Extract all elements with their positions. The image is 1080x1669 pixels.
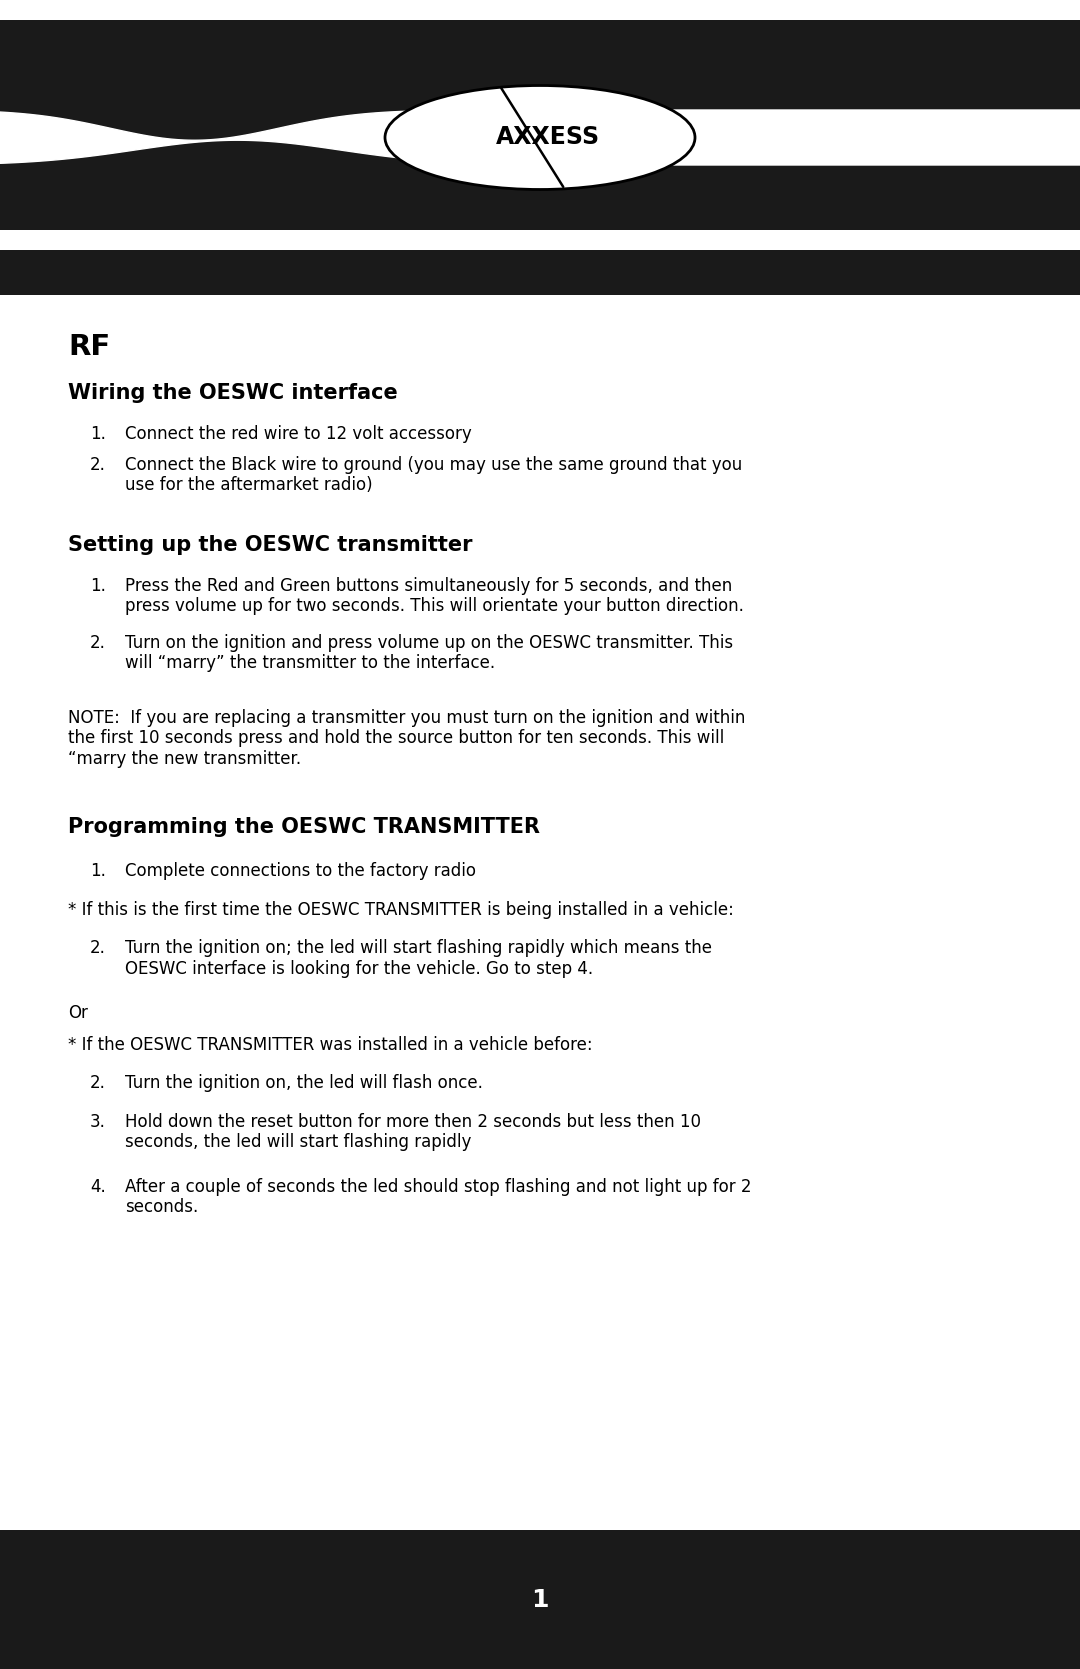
- Text: Or: Or: [68, 1005, 87, 1021]
- Text: Turn the ignition on, the led will flash once.: Turn the ignition on, the led will flash…: [125, 1073, 483, 1092]
- Text: 2.: 2.: [90, 634, 106, 651]
- Bar: [0, 20, 1080, 110]
- Text: 3.: 3.: [90, 1113, 106, 1130]
- Text: Connect the red wire to 12 volt accessory: Connect the red wire to 12 volt accessor…: [125, 426, 472, 442]
- Text: Complete connections to the factory radio: Complete connections to the factory radi…: [125, 861, 476, 880]
- Text: 4.: 4.: [90, 1178, 106, 1195]
- Text: NOTE:  If you are replacing a transmitter you must turn on the ignition and with: NOTE: If you are replacing a transmitter…: [68, 709, 745, 768]
- Text: Press the Red and Green buttons simultaneously for 5 seconds, and then
press vol: Press the Red and Green buttons simultan…: [125, 576, 744, 616]
- Ellipse shape: [384, 85, 696, 190]
- Text: 1.: 1.: [90, 576, 106, 594]
- Text: 2.: 2.: [90, 940, 106, 956]
- Text: 1: 1: [531, 1587, 549, 1612]
- Text: 1.: 1.: [90, 426, 106, 442]
- Bar: [0, 165, 1080, 230]
- Text: Turn on the ignition and press volume up on the OESWC transmitter. This
will “ma: Turn on the ignition and press volume up…: [125, 634, 733, 673]
- Bar: [0, 250, 1080, 295]
- Text: After a couple of seconds the led should stop flashing and not light up for 2
se: After a couple of seconds the led should…: [125, 1178, 752, 1217]
- Text: Hold down the reset button for more then 2 seconds but less then 10
seconds, the: Hold down the reset button for more then…: [125, 1113, 701, 1152]
- Text: Programming the OESWC TRANSMITTER: Programming the OESWC TRANSMITTER: [68, 818, 540, 836]
- Text: Turn the ignition on; the led will start flashing rapidly which means the
OESWC : Turn the ignition on; the led will start…: [125, 940, 712, 978]
- Text: Connect the Black wire to ground (you may use the same ground that you
use for t: Connect the Black wire to ground (you ma…: [125, 456, 742, 494]
- Text: RF: RF: [68, 334, 110, 361]
- Bar: [0, 1530, 1080, 1669]
- Text: Setting up the OESWC transmitter: Setting up the OESWC transmitter: [68, 534, 473, 554]
- Text: * If the OESWC TRANSMITTER was installed in a vehicle before:: * If the OESWC TRANSMITTER was installed…: [68, 1035, 593, 1053]
- Text: * If this is the first time the OESWC TRANSMITTER is being installed in a vehicl: * If this is the first time the OESWC TR…: [68, 901, 734, 918]
- Text: AXXESS: AXXESS: [496, 125, 600, 150]
- Text: 2.: 2.: [90, 456, 106, 474]
- Text: Wiring the OESWC interface: Wiring the OESWC interface: [68, 382, 397, 402]
- Bar: [0, 110, 1080, 165]
- Text: 1.: 1.: [90, 861, 106, 880]
- Polygon shape: [0, 110, 1080, 165]
- Text: 2.: 2.: [90, 1073, 106, 1092]
